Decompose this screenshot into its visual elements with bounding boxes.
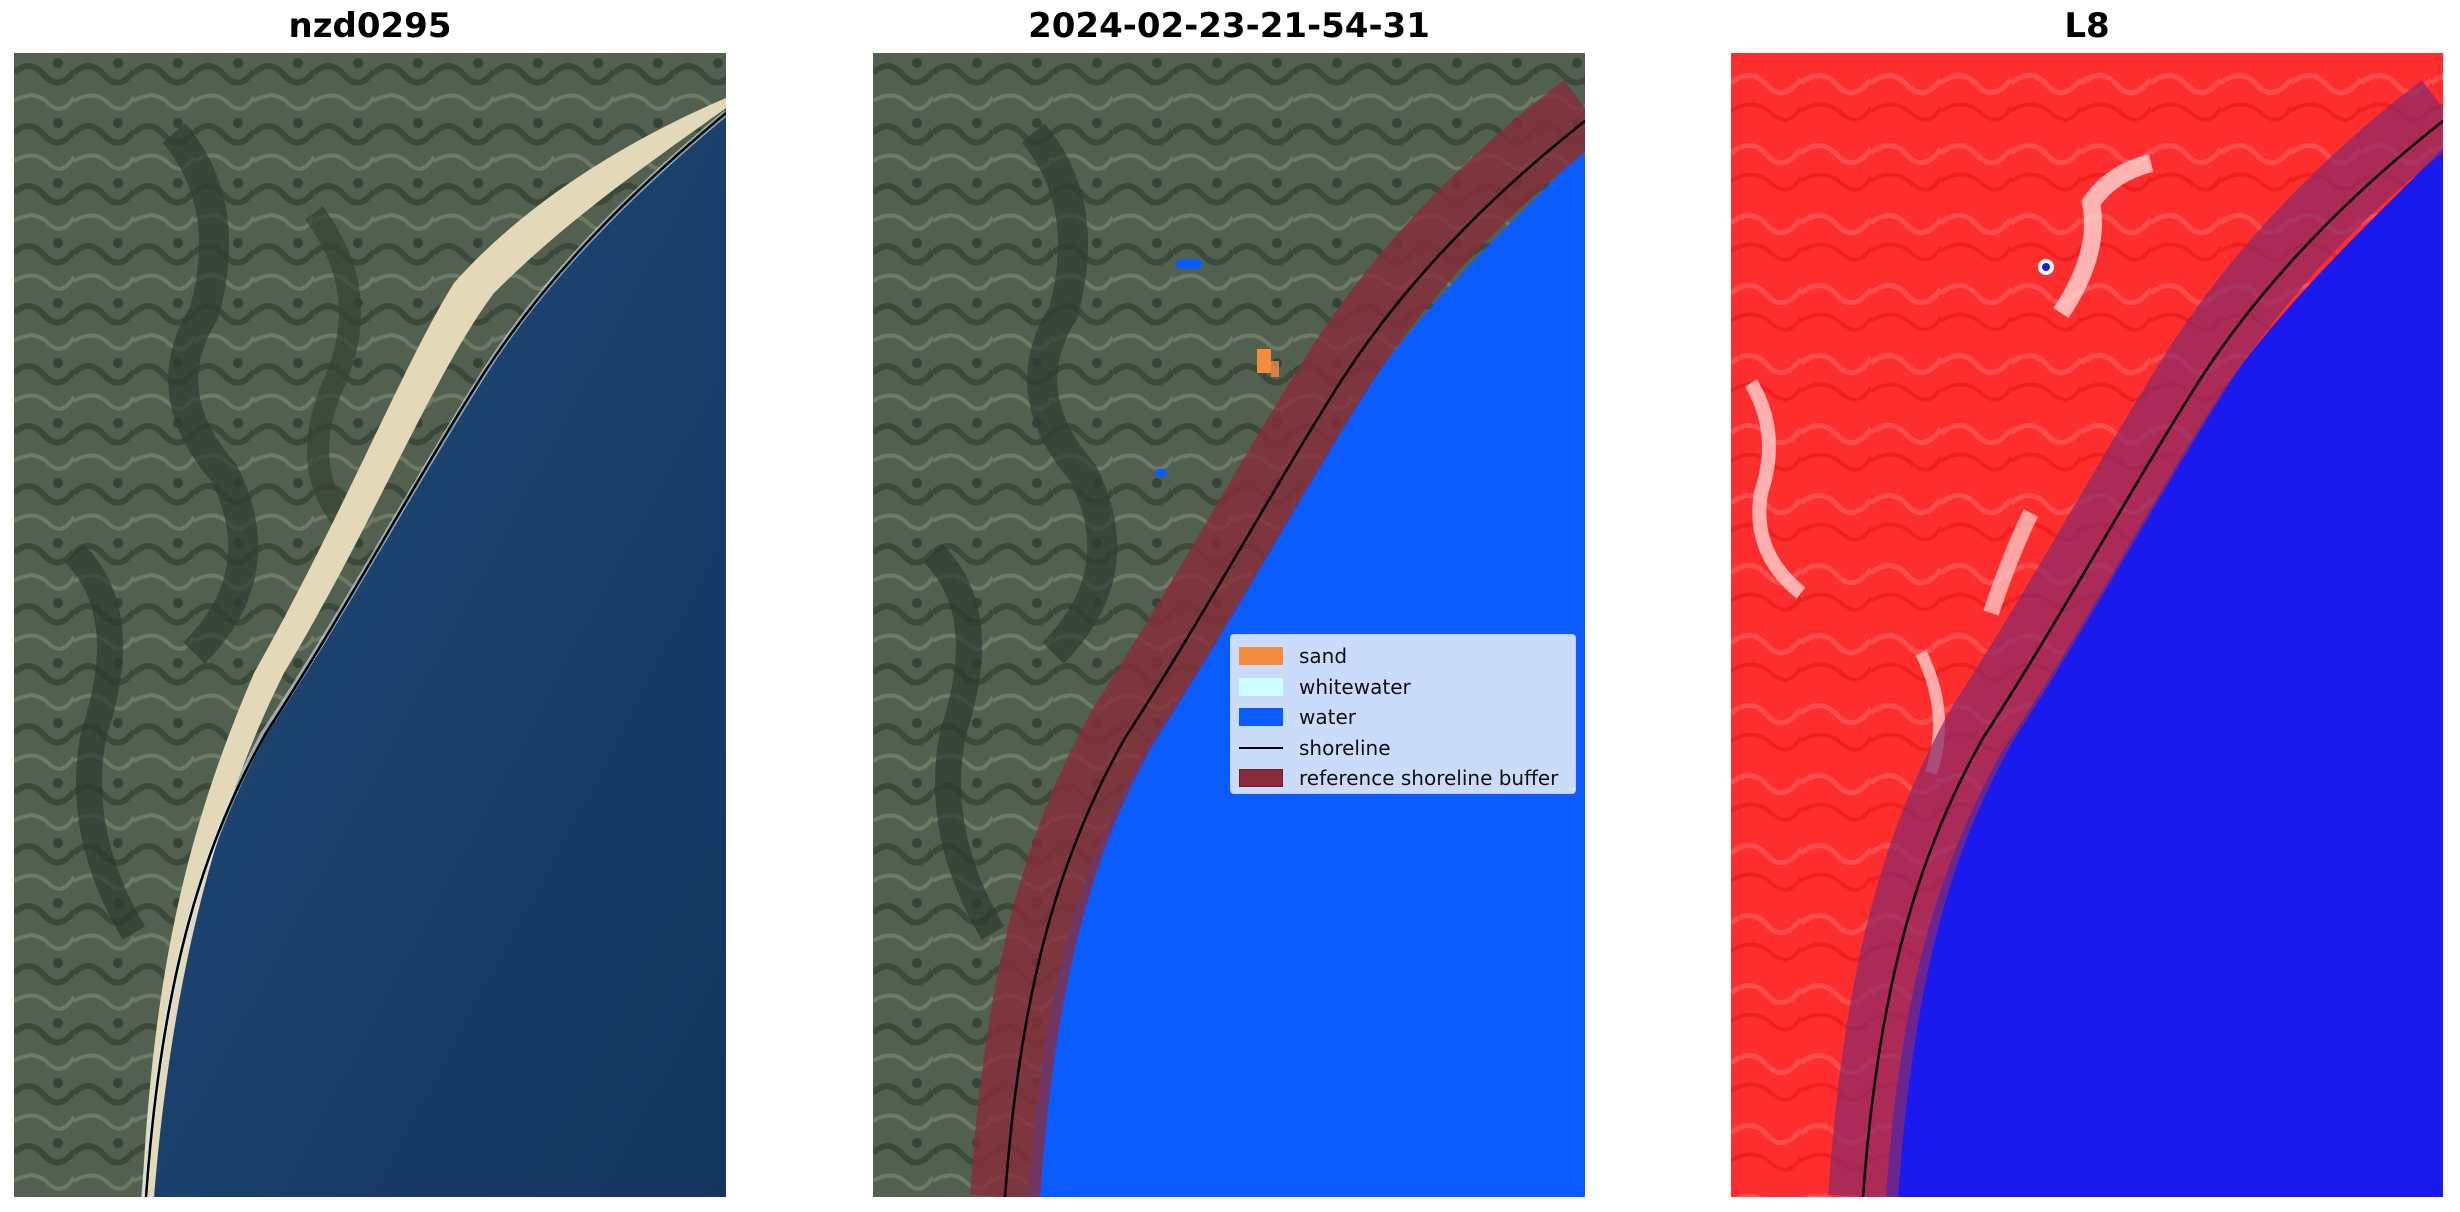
legend-item-sand: sand xyxy=(1239,641,1575,672)
legend-swatch-whitewater xyxy=(1239,677,1283,696)
legend-line-shoreline xyxy=(1239,746,1283,749)
panel-title-index: L8 xyxy=(2064,6,2110,46)
legend-label-whitewater: whitewater xyxy=(1299,674,1411,699)
legend-label-buffer: reference shoreline buffer xyxy=(1299,766,1559,791)
legend-item-shoreline: shoreline xyxy=(1239,733,1575,764)
panel-title-rgb: nzd0295 xyxy=(288,6,452,46)
legend-swatch-sand xyxy=(1239,647,1283,666)
legend-item-water: water xyxy=(1239,702,1575,733)
legend-item-buffer: reference shoreline buffer xyxy=(1239,763,1575,794)
legend-swatch-buffer xyxy=(1239,769,1283,788)
rgb-satellite-image xyxy=(14,53,726,1197)
legend-label-sand: sand xyxy=(1299,644,1348,669)
classified-image xyxy=(873,53,1585,1197)
legend-swatch-water xyxy=(1239,708,1283,727)
panel-title-classified: 2024-02-23-21-54-31 xyxy=(1028,6,1430,46)
legend-label-shoreline: shoreline xyxy=(1299,735,1391,760)
index-image xyxy=(1731,53,2443,1197)
legend: sand whitewater water shoreline referenc… xyxy=(1230,634,1576,794)
legend-item-whitewater: whitewater xyxy=(1239,672,1575,703)
legend-label-water: water xyxy=(1299,705,1356,730)
